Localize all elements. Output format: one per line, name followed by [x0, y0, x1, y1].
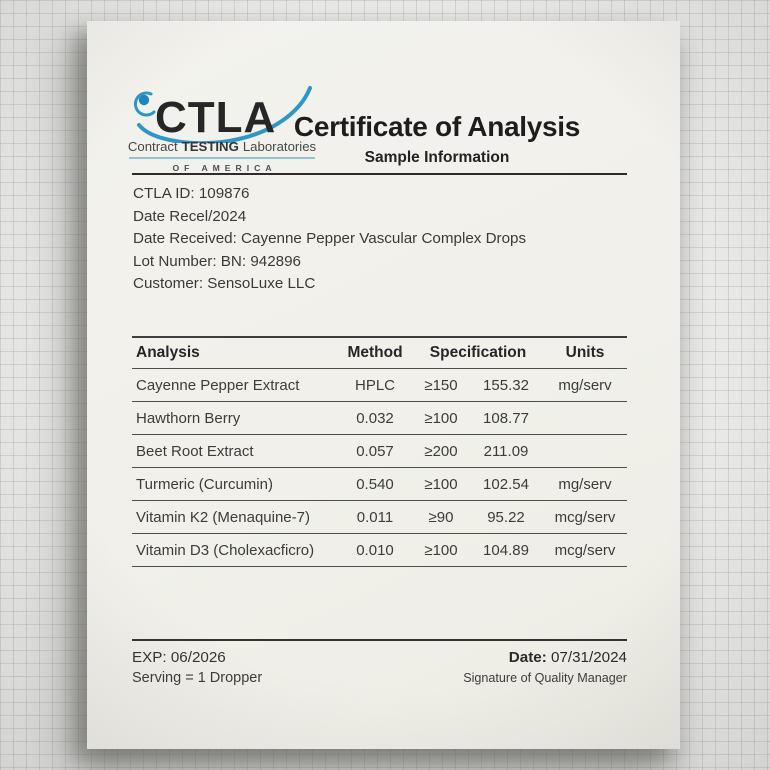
cell-analysis: Turmeric (Curcumin) [136, 475, 273, 493]
cell-method: HPLC [354, 376, 395, 394]
cell-spec: ≥100 [424, 409, 458, 427]
logo-of-america: OF AMERICA [172, 163, 277, 173]
cell-result: 108.77 [483, 409, 529, 427]
info-line-date-received: Date Received: Cayenne Pepper Vascular C… [133, 230, 527, 248]
signed-date: Date: 07/31/2024 [463, 647, 627, 668]
cell-result: 211.09 [483, 442, 529, 460]
sample-info-block: CTLA ID: 109876 Date Recel/2024 Date Rec… [133, 183, 633, 296]
table-row: Turmeric (Curcumin) 0.540 ≥100 102.54 mg… [132, 467, 627, 500]
logo-tagline-pre: Contract [127, 139, 178, 154]
cell-result: 95.22 [487, 508, 525, 526]
footer-left: EXP: 06/2026 Serving = 1 Dropper [132, 647, 262, 689]
cell-analysis: Hawthorn Berry [136, 409, 241, 427]
serving-info: Serving = 1 Dropper [132, 670, 263, 686]
cell-spec: ≥100 [424, 475, 458, 493]
footer-block: EXP: 06/2026 Serving = 1 Dropper Date: 0… [132, 647, 627, 689]
cell-units: mg/serv [558, 475, 612, 493]
cell-spec: ≥90 [428, 508, 454, 526]
footer-right: Date: 07/31/2024 Signature of Quality Ma… [463, 647, 627, 689]
ctla-logo-mark: CTLA [133, 86, 312, 143]
cell-spec: ≥150 [424, 376, 458, 394]
table-row: Cayenne Pepper Extract HPLC ≥150 155.32 … [132, 368, 627, 401]
info-line-ctla-id: CTLA ID: 109876 [133, 185, 250, 202]
table-row: Hawthorn Berry 0.032 ≥100 108.77 [132, 401, 627, 434]
signature-caption: Signature of Quality Manager [463, 671, 627, 685]
col-header-method: Method [347, 344, 403, 361]
info-line-date-recel: Date Recel/2024 [133, 207, 247, 225]
cell-method: 0.032 [356, 409, 394, 427]
info-line-customer: Customer: SensoLuxe LLC [133, 275, 316, 293]
cell-result: 102.54 [483, 475, 529, 493]
logo-comma-icon [133, 91, 156, 117]
page-title: Certificate of Analysis [293, 111, 581, 142]
cell-analysis: Cayenne Pepper Extract [136, 376, 300, 394]
cell-method: 0.540 [356, 475, 394, 493]
cell-units: mg/serv [558, 376, 612, 394]
header-divider [132, 173, 627, 175]
page-subtitle: Sample Information [364, 149, 510, 166]
logo-tagline: Contract TESTING Laboratories [127, 139, 317, 154]
date-label: Date: [508, 649, 547, 666]
cell-method: 0.010 [356, 541, 394, 559]
cell-method: 0.011 [356, 508, 394, 526]
logo-underline [129, 157, 315, 159]
header-block: Certificate of Analysis Sample Informati… [237, 111, 637, 167]
col-header-analysis: Analysis [136, 344, 200, 361]
cell-result: 104.89 [483, 541, 529, 559]
cell-method: 0.057 [356, 442, 394, 460]
cell-result: 155.32 [483, 376, 529, 394]
table-row: Vitamin D3 (Cholexacficro) 0.010 ≥100 10… [132, 533, 627, 566]
logo-swoosh-icon [137, 86, 312, 143]
logo-acronym: CTLA [155, 93, 276, 142]
logo-tagline-post: Laboratories [242, 139, 317, 154]
cell-analysis: Beet Root Extract [136, 442, 254, 460]
cell-spec: ≥200 [424, 442, 458, 460]
table-row: Vitamin K2 (Menaquine-7) 0.011 ≥90 95.22… [132, 500, 627, 533]
cell-units: mcg/serv [554, 541, 616, 559]
certificate-document: CTLA Contract TESTING Laboratories OF AM… [87, 21, 680, 749]
logo-dot-icon [138, 94, 150, 106]
table-header-row: Analysis Method Specification Units [132, 336, 627, 368]
table-row: Beet Root Extract 0.057 ≥200 211.09 [132, 434, 627, 467]
cell-units: mcg/serv [554, 508, 616, 526]
cell-analysis: Vitamin D3 (Cholexacficro) [136, 541, 315, 559]
footer-divider [132, 639, 627, 641]
info-line-lot-number: Lot Number: BN: 942896 [133, 252, 302, 270]
logo-tagline-bold: TESTING [181, 139, 239, 154]
col-header-specification: Specification [429, 344, 527, 361]
cell-analysis: Vitamin K2 (Menaquine-7) [136, 508, 310, 526]
col-header-units: Units [565, 344, 605, 361]
ctla-logo: CTLA Contract TESTING Laboratories OF AM… [127, 85, 317, 173]
date-value: 07/31/2024 [546, 649, 627, 666]
exp-date: EXP: 06/2026 [132, 649, 226, 666]
analysis-table: Analysis Method Specification Units Caye… [132, 336, 627, 567]
cell-spec: ≥100 [424, 541, 458, 559]
